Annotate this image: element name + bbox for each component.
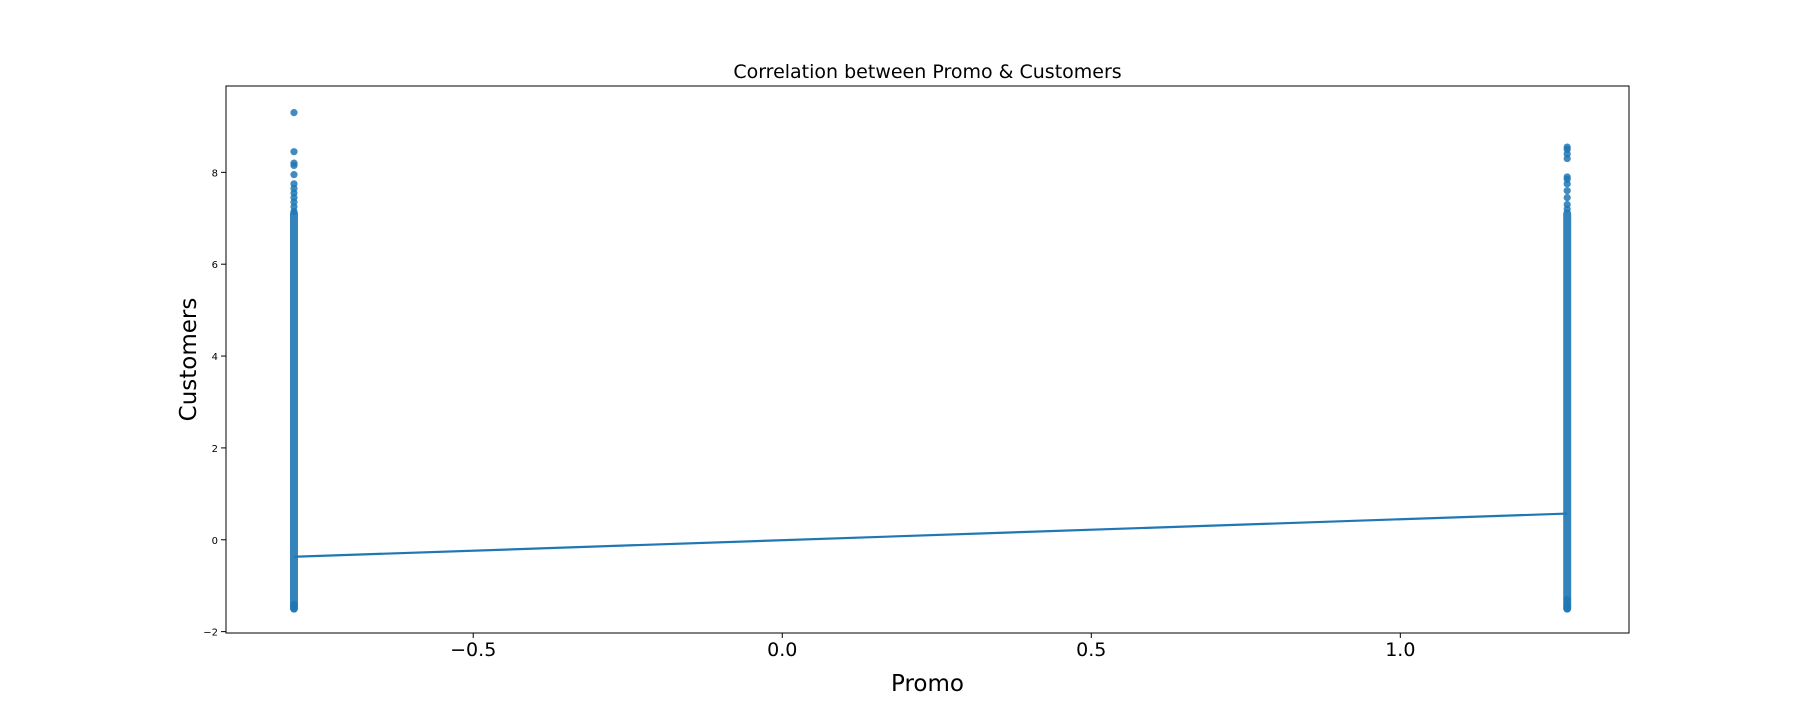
x-axis-label: Promo <box>891 671 964 697</box>
marks-layer <box>289 109 1572 613</box>
scatter-point <box>290 180 298 188</box>
y-tick-label: 8 <box>212 168 218 179</box>
scatter-point <box>1563 595 1571 604</box>
chart-title: Correlation between Promo & Customers <box>733 61 1121 83</box>
scatter-point <box>1563 200 1571 209</box>
scatter-point <box>1563 173 1571 181</box>
scatter-point <box>290 159 298 167</box>
x-tick-label: 1.0 <box>1385 639 1415 661</box>
scatter-point <box>290 148 298 156</box>
x-tick-label: −0.5 <box>450 639 496 661</box>
scatter-point <box>290 600 298 608</box>
y-tick-label: 2 <box>212 444 218 455</box>
x-tick-label: 0.0 <box>767 639 797 661</box>
scatter-point <box>1563 194 1571 202</box>
y-axis-label: Customers <box>176 298 202 422</box>
y-tick-label: −2 <box>203 628 218 639</box>
scatter-point <box>290 171 298 179</box>
x-axis: −0.5 0.0 0.5 1.0 <box>450 633 1415 661</box>
y-tick-label: 4 <box>212 352 218 363</box>
x-tick-label: 0.5 <box>1076 639 1106 661</box>
regression-line <box>293 512 1568 558</box>
y-axis: −2 0 2 4 6 8 <box>203 168 226 639</box>
y-tick-label: 0 <box>212 536 218 547</box>
scatter-point <box>1563 143 1571 151</box>
scatter-point <box>290 109 298 117</box>
y-tick-label: 6 <box>212 260 218 271</box>
plot-area <box>225 85 1630 634</box>
scatter-point <box>1563 187 1571 195</box>
